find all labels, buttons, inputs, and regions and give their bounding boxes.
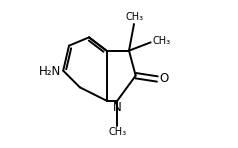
- Text: N: N: [113, 102, 122, 115]
- Text: CH₃: CH₃: [152, 36, 170, 46]
- Text: O: O: [159, 73, 168, 86]
- Text: CH₃: CH₃: [126, 12, 144, 22]
- Text: CH₃: CH₃: [108, 127, 126, 137]
- Text: H₂N: H₂N: [39, 65, 61, 78]
